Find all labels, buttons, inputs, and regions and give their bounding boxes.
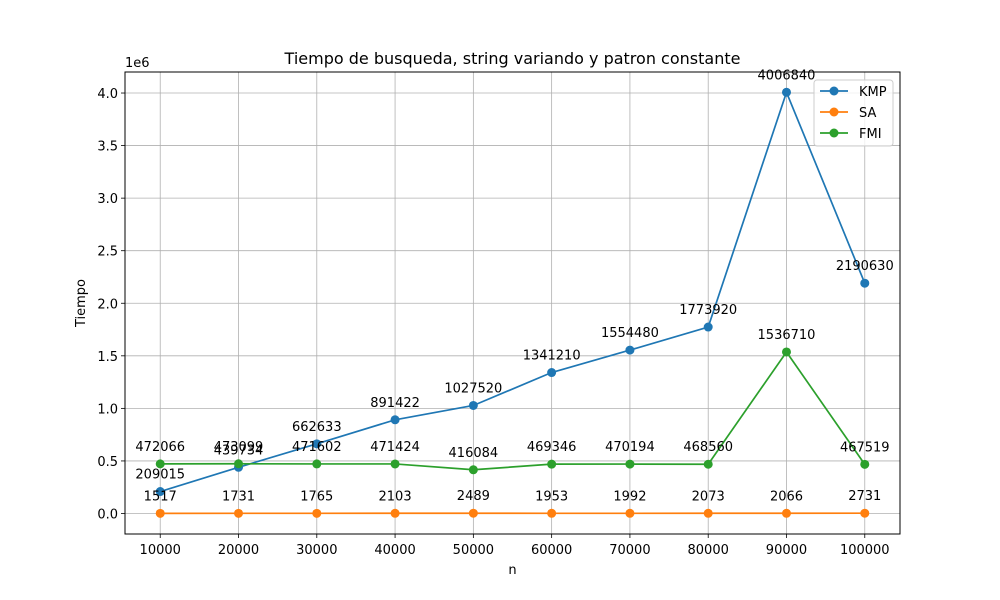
fmi-data-label: 469346 — [527, 440, 577, 455]
sa-point — [625, 508, 635, 518]
sa-data-label: 1517 — [144, 489, 177, 504]
kmp-data-label: 1341210 — [523, 349, 581, 364]
sa-point — [234, 508, 244, 518]
sa-point — [860, 508, 870, 518]
kmp-point — [625, 345, 635, 355]
kmp-point — [703, 322, 713, 332]
y-offset-label: 1e6 — [125, 56, 150, 71]
series-lines — [159, 89, 866, 515]
fmi-point — [390, 459, 400, 469]
kmp-point — [155, 487, 165, 497]
kmp-point — [390, 415, 400, 425]
fmi-point — [703, 459, 713, 469]
kmp-data-label: 1027520 — [444, 381, 502, 396]
fmi-data-label: 416084 — [449, 446, 499, 461]
kmp-data-label: 4006840 — [758, 68, 816, 83]
sa-point — [781, 508, 791, 518]
y-tick-label: 2.0 — [97, 297, 118, 312]
fmi-point — [234, 459, 244, 469]
sa-data-label: 1992 — [613, 489, 646, 504]
sa-data-label: 1765 — [300, 489, 333, 504]
fmi-data-label: 472066 — [135, 440, 185, 455]
legend-fmi-marker — [829, 128, 839, 138]
x-tick-label: 40000 — [374, 543, 415, 558]
series-points — [155, 87, 870, 518]
sa-point — [703, 508, 713, 518]
x-axis-label: n — [508, 563, 516, 578]
y-tick-label: 0.5 — [97, 455, 118, 470]
fmi-data-label: 471424 — [370, 440, 420, 455]
sa-point — [390, 508, 400, 518]
y-tick-label: 0.0 — [97, 508, 118, 523]
legend-kmp-marker — [829, 86, 839, 96]
x-tick-label: 30000 — [296, 543, 337, 558]
kmp-point — [312, 439, 322, 449]
fmi-point — [547, 459, 557, 469]
sa-point — [312, 508, 322, 518]
fmi-line — [160, 350, 866, 471]
x-axis: 10000 20000 30000 40000 50000 60000 70000 80000… — [140, 534, 890, 558]
x-tick-label: 60000 — [531, 543, 572, 558]
x-tick-label: 10000 — [140, 543, 181, 558]
fmi-point — [860, 459, 870, 469]
y-tick-label: 3.0 — [97, 192, 118, 207]
fmi-data-label: 467519 — [840, 440, 890, 455]
y-tick-label: 3.5 — [97, 140, 118, 155]
x-tick-label: 80000 — [688, 543, 729, 558]
kmp-data-label: 2190630 — [836, 259, 894, 274]
sa-data-label: 1731 — [222, 489, 255, 504]
y-axis: 0.0 0.5 1.0 1.5 2.0 2.5 3.0 3.5 4.0 — [97, 87, 125, 523]
kmp-point — [547, 368, 557, 378]
y-tick-label: 4.0 — [97, 87, 118, 102]
sa-data-label: 2103 — [379, 489, 412, 504]
y-tick-label: 1.5 — [97, 350, 118, 365]
legend-sa-marker — [829, 107, 839, 117]
legend-sa-label: SA — [859, 106, 876, 121]
sa-point — [547, 508, 557, 518]
y-tick-label: 1.0 — [97, 402, 118, 417]
x-tick-label: 70000 — [609, 543, 650, 558]
fmi-data-label: 473099 — [214, 440, 264, 455]
sa-data-label: 2731 — [848, 489, 881, 504]
y-axis-label: Tiempo — [74, 279, 89, 328]
legend-fmi-label: FMI — [859, 127, 882, 142]
fmi-point — [625, 459, 635, 469]
kmp-data-label: 891422 — [370, 396, 420, 411]
fmi-data-label: 1536710 — [758, 328, 816, 343]
fmi-point — [468, 465, 478, 475]
sa-point — [155, 508, 165, 518]
fmi-data-label: 470194 — [605, 440, 655, 455]
legend-kmp-label: KMP — [859, 85, 887, 100]
sa-data-label: 1953 — [535, 489, 568, 504]
x-tick-label: 100000 — [840, 543, 890, 558]
kmp-line — [159, 89, 866, 493]
fmi-data-label: 471602 — [292, 440, 342, 455]
kmp-point — [781, 87, 791, 97]
kmp-data-label: 1554480 — [601, 326, 659, 341]
kmp-point — [860, 278, 870, 288]
y-tick-label: 2.5 — [97, 245, 118, 260]
x-tick-label: 50000 — [453, 543, 494, 558]
sa-data-label: 2489 — [457, 489, 490, 504]
kmp-data-label: 1773920 — [679, 303, 737, 318]
x-tick-label: 90000 — [766, 543, 807, 558]
sa-data-label: 2066 — [770, 489, 803, 504]
fmi-data-label: 468560 — [683, 440, 733, 455]
kmp-data-label: 209015 — [135, 468, 185, 483]
fmi-point — [781, 347, 791, 357]
fmi-point — [155, 459, 165, 469]
fmi-point — [312, 459, 322, 469]
kmp-data-label: 439734 — [214, 443, 264, 458]
chart-title: Tiempo de busqueda, string variando y pa… — [284, 49, 741, 68]
sa-data-label: 2073 — [692, 489, 725, 504]
x-tick-label: 20000 — [218, 543, 259, 558]
data-labels: 209015 439734 662633 891422 1027520 1341210 15… — [135, 68, 893, 504]
sa-point — [468, 508, 478, 518]
kmp-data-label: 662633 — [292, 420, 342, 435]
legend: KMP SA FMI — [813, 79, 894, 147]
kmp-point — [468, 400, 478, 410]
